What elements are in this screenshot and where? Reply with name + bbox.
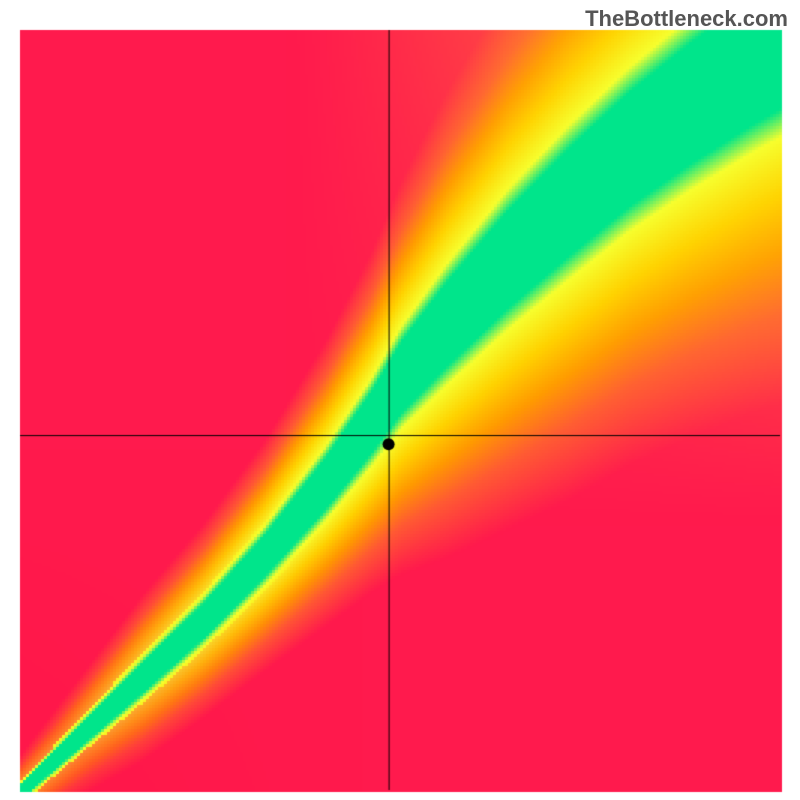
chart-container: TheBottleneck.com (0, 0, 800, 800)
watermark-text: TheBottleneck.com (585, 6, 788, 32)
bottleneck-heatmap (0, 0, 800, 800)
